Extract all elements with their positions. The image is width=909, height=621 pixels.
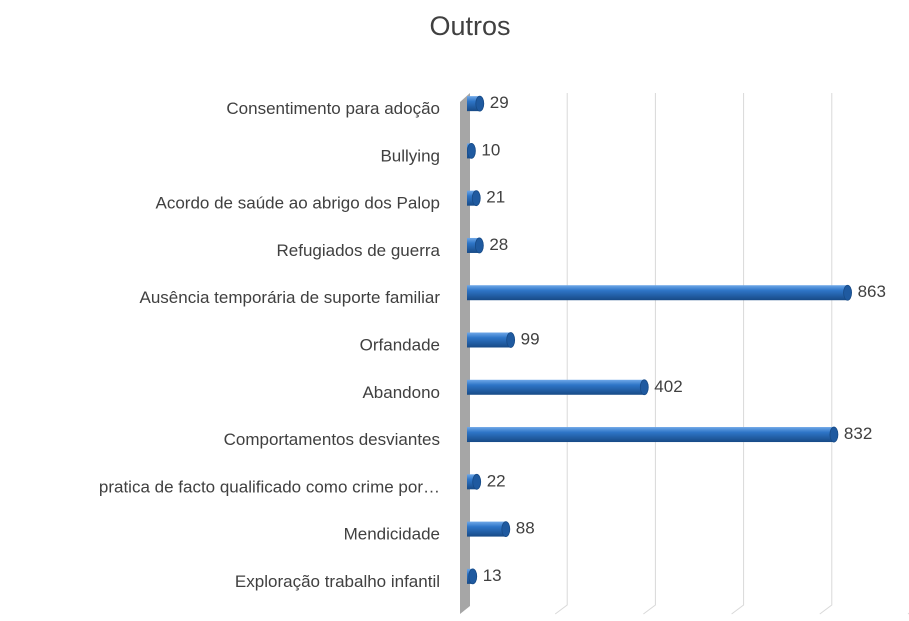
y-tick-label: Mendicidade <box>344 525 440 544</box>
y-tick-label: Ausência temporária de suporte familiar <box>140 288 441 307</box>
value-label: 10 <box>481 140 500 159</box>
bar-cap <box>467 143 476 159</box>
bar <box>467 427 834 443</box>
bar-cap <box>829 426 839 443</box>
y-tick-label: Refugiados de guerra <box>276 241 440 260</box>
bar-cap <box>472 473 482 490</box>
y-tick-label: pratica de facto qualificado como crime … <box>99 477 440 496</box>
bar <box>467 190 477 206</box>
chart-title: Outros <box>429 11 510 41</box>
value-label: 832 <box>844 424 872 443</box>
y-tick-label: Consentimento para adoção <box>226 99 440 118</box>
bar <box>467 379 645 395</box>
value-label: 402 <box>654 377 682 396</box>
bar-cap <box>843 284 852 301</box>
value-label: 22 <box>487 471 506 490</box>
bar-cap <box>501 521 511 537</box>
value-label: 21 <box>486 188 505 207</box>
value-label: 99 <box>521 329 540 348</box>
bar-cap <box>474 237 484 254</box>
bar-cap <box>506 332 516 348</box>
bar <box>467 332 511 348</box>
bar-cap <box>639 379 649 396</box>
y-tick-label: Acordo de saúde ao abrigo dos Palop <box>156 194 440 213</box>
value-label: 863 <box>858 282 886 301</box>
bar <box>467 521 506 537</box>
y-tick-label: Comportamentos desviantes <box>224 430 440 449</box>
grid-line <box>731 93 745 615</box>
y-tick-label: Orfandade <box>360 335 440 354</box>
value-label: 88 <box>516 519 535 538</box>
bar-cap <box>468 568 478 585</box>
grid-line <box>643 93 656 615</box>
bar <box>467 474 477 490</box>
bar-cap <box>475 95 485 112</box>
value-label: 13 <box>483 566 502 585</box>
grid-line <box>819 93 833 615</box>
y-tick-label: Bullying <box>380 146 440 165</box>
bar <box>467 285 848 301</box>
y-tick-label: Exploração trabalho infantil <box>235 572 440 591</box>
value-label: 28 <box>489 235 508 254</box>
value-label: 29 <box>490 93 509 112</box>
y-tick-label: Abandono <box>362 383 440 402</box>
bar-cap <box>471 190 481 207</box>
grid-line <box>554 93 568 615</box>
